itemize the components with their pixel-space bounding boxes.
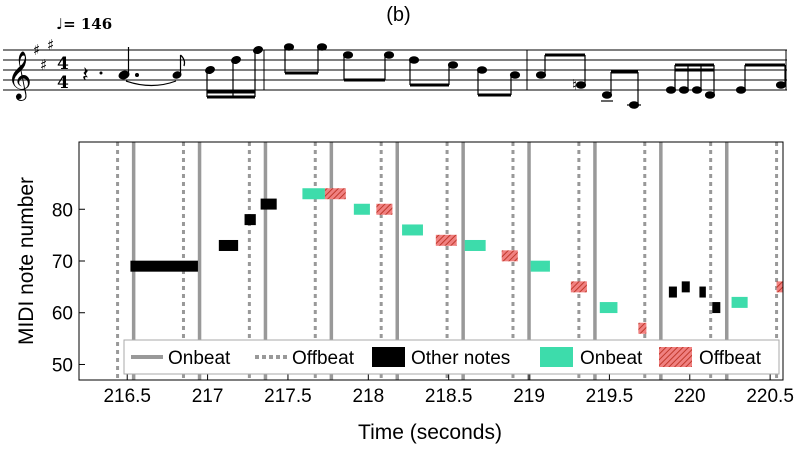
other-note-1 <box>218 239 239 251</box>
svg-text:♮: ♮ <box>572 76 577 94</box>
chart: 50 60 70 80 216.5 217 217.5 218 218.5 219 219.5 22… <box>15 141 794 444</box>
tempo-marking: ♩= 146 <box>56 15 113 33</box>
legend-onbeat-line-label: Onbeat <box>168 348 231 369</box>
time-signature: 4 4 <box>57 54 69 93</box>
offbeat-note-4 <box>570 281 587 293</box>
x-tick-label-1: 217 <box>192 386 224 407</box>
bar-lines <box>263 50 787 90</box>
svg-text:♯: ♯ <box>33 41 40 59</box>
onbeat-note-1 <box>353 203 370 215</box>
offbeat-note-6 <box>776 281 783 293</box>
other-note-2 <box>244 214 256 226</box>
legend-offbeat-note-label: Offbeat <box>699 348 762 369</box>
legend: Onbeat Offbeat Other notes Onbeat Offbea… <box>123 339 780 375</box>
onbeat-note-6 <box>731 296 748 308</box>
offbeat-note-2 <box>435 234 457 246</box>
panel-label: (b) <box>386 4 411 26</box>
x-tick-label-3: 218 <box>352 386 384 407</box>
other-note-0 <box>130 260 198 272</box>
y-tick-label-1: 60 <box>52 304 73 325</box>
other-note-5 <box>681 281 690 293</box>
x-tick-label-7: 220 <box>674 386 706 407</box>
offbeat-note-5 <box>638 322 647 334</box>
x-tick-label-6: 219.5 <box>586 386 634 407</box>
note-rects <box>130 188 783 334</box>
x-tick-label-0: 216.5 <box>103 386 151 407</box>
quarter-rest-icon: 𝄽 <box>82 63 89 88</box>
other-note-7 <box>712 302 721 314</box>
y-tick-label-2: 70 <box>52 252 73 273</box>
svg-text:4: 4 <box>57 54 69 74</box>
onbeat-note-3 <box>464 239 486 251</box>
legend-offbeat-line-label: Offbeat <box>292 348 355 369</box>
svg-text:♯: ♯ <box>40 56 47 74</box>
svg-text:4: 4 <box>57 73 69 93</box>
score-notes: ♮ <box>118 43 787 109</box>
x-axis-title: Time (seconds) <box>358 421 502 444</box>
rest-dot <box>99 71 103 75</box>
x-tick-label-4: 218.5 <box>425 386 473 407</box>
y-axis-title: MIDI note number <box>15 177 38 345</box>
other-note-6 <box>699 286 706 298</box>
x-tick-label-5: 219 <box>513 386 545 407</box>
key-signature-sharps: ♯ ♯ ♯ <box>33 36 54 74</box>
legend-onbeat-note-swatch <box>540 347 573 367</box>
other-note-4 <box>668 286 677 298</box>
other-note-3 <box>260 198 277 210</box>
legend-onbeat-note-label: Onbeat <box>580 348 643 369</box>
offbeat-note-1 <box>376 203 393 215</box>
legend-other-notes-swatch <box>372 347 405 367</box>
staff-lines <box>3 49 787 91</box>
y-axis-ticks: 50 60 70 80 <box>52 200 85 376</box>
onbeat-note-4 <box>530 260 550 272</box>
onbeat-note-2 <box>402 224 423 236</box>
y-tick-label-3: 80 <box>52 200 73 221</box>
svg-text:♯: ♯ <box>47 36 54 54</box>
onbeat-note-5 <box>599 302 618 314</box>
x-tick-label-8: 220.5 <box>746 386 794 407</box>
offbeat-note-3 <box>501 250 518 262</box>
onbeat-note-0 <box>302 188 325 200</box>
music-score: 𝄞 ♯ ♯ ♯ 4 4 𝄽 <box>3 36 787 109</box>
offbeat-note-0 <box>324 188 346 200</box>
y-tick-label-0: 50 <box>52 355 73 376</box>
legend-other-notes-label: Other notes <box>411 348 510 369</box>
treble-clef-icon: 𝄞 <box>7 50 32 101</box>
legend-offbeat-note-swatch <box>659 347 692 367</box>
x-axis-ticks: 216.5 217 217.5 218 218.5 219 219.5 220 220.5 <box>103 374 794 407</box>
x-tick-label-2: 217.5 <box>264 386 312 407</box>
